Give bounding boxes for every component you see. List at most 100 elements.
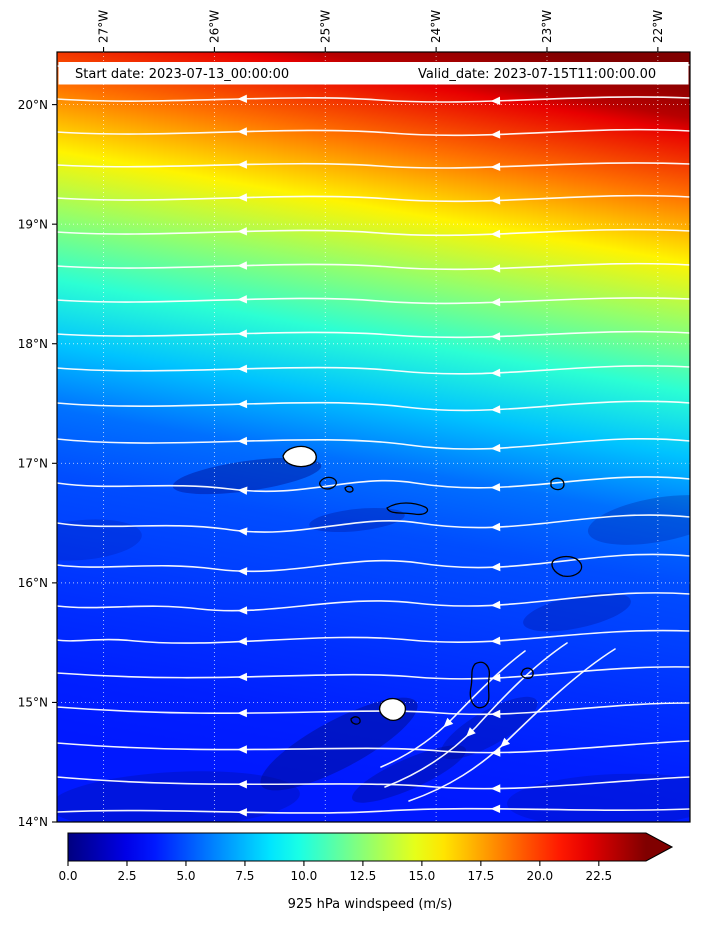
colorbar-tick-label: 17.5 bbox=[468, 869, 495, 883]
streamline-arrowhead bbox=[237, 94, 248, 103]
colorbar-outline bbox=[67, 832, 674, 862]
wind-shadow-patch bbox=[172, 457, 322, 495]
annotation-layer: Start date: 2023-07-13_00:00:00 Valid_da… bbox=[58, 62, 689, 85]
streamline bbox=[57, 702, 690, 716]
start-date-annotation: Start date: 2023-07-13_00:00:00 bbox=[75, 67, 289, 82]
streamline-arrowhead bbox=[237, 364, 248, 373]
streamline-arrowhead bbox=[237, 780, 247, 789]
streamline-arrowhead bbox=[237, 486, 248, 495]
colorbar-gradient bbox=[68, 833, 646, 861]
field-layer bbox=[57, 52, 690, 822]
streamline-arrowhead bbox=[237, 708, 247, 718]
streamline bbox=[57, 666, 690, 680]
plot-frame bbox=[56, 51, 691, 823]
streamline-arrowhead bbox=[490, 264, 501, 273]
island-coastline bbox=[386, 502, 429, 516]
streamline bbox=[57, 476, 690, 493]
streamline bbox=[380, 650, 526, 768]
colorbar-tick-label: 10.0 bbox=[291, 869, 318, 883]
streamline-arrowhead bbox=[237, 399, 248, 409]
valid-date-annotation: Valid_date: 2023-07-15T11:00:00.00 bbox=[418, 67, 656, 82]
colorbar-tick-label: 12.5 bbox=[350, 869, 377, 883]
streamline bbox=[57, 330, 690, 339]
streamline bbox=[57, 400, 690, 412]
colorbar-label: 925 hPa windspeed (m/s) bbox=[288, 897, 453, 912]
streamline-arrowhead bbox=[490, 562, 501, 572]
x-tick-label: 25°W bbox=[318, 10, 332, 43]
streamline-arrowhead bbox=[490, 162, 501, 171]
streamline bbox=[57, 807, 690, 814]
streamline-arrowhead bbox=[237, 193, 248, 202]
streamline bbox=[408, 648, 616, 802]
streamline-arrowhead bbox=[490, 405, 501, 414]
y-tick-label: 15°N bbox=[18, 696, 48, 710]
streamline-arrowhead bbox=[237, 160, 247, 169]
streamline bbox=[384, 642, 568, 788]
streamline-arrowhead bbox=[237, 227, 248, 236]
streamline bbox=[57, 438, 690, 450]
streamline-arrowhead bbox=[490, 709, 501, 719]
streamline bbox=[57, 128, 690, 137]
x-tick-label: 27°W bbox=[97, 10, 111, 43]
streamline-arrowhead bbox=[490, 368, 501, 377]
streamline-arrowhead bbox=[490, 784, 501, 793]
streamline-arrowhead bbox=[443, 717, 454, 728]
streamline-arrowhead bbox=[490, 96, 501, 105]
colorbar-tick-label: 20.0 bbox=[526, 869, 553, 883]
streamline-arrowhead bbox=[237, 261, 248, 270]
streamline-arrowhead bbox=[490, 600, 501, 610]
streamline bbox=[57, 553, 690, 573]
wind-shadow-patch bbox=[57, 519, 142, 561]
streamline-arrowhead bbox=[490, 804, 501, 813]
streamline-arrowhead bbox=[490, 229, 501, 239]
streamline bbox=[57, 592, 690, 612]
colorbar-layer: 0.0 2.5 5.0 7.5 10.0 12.5 15.0 17.5 20.0 22.5 bbox=[58, 832, 674, 883]
streamline-arrowhead bbox=[490, 298, 501, 307]
streamline bbox=[57, 96, 690, 103]
streamline bbox=[57, 776, 690, 790]
streamline-arrowhead bbox=[490, 130, 501, 139]
streamline-arrowhead bbox=[237, 606, 248, 615]
streamline-arrowhead bbox=[490, 636, 501, 645]
wind-shadow-patch bbox=[260, 697, 418, 791]
streamline-arrowhead bbox=[237, 295, 248, 304]
coastline-layer bbox=[282, 445, 583, 725]
streamline-arrowhead bbox=[237, 527, 248, 536]
axes-layer: 27°W 26°W 25°W 24°W 23°W 22°W 20°N 19°N 18°N 17°N… bbox=[18, 10, 691, 829]
island-coastline bbox=[350, 716, 361, 725]
streamline bbox=[57, 162, 690, 169]
island-coastline bbox=[318, 476, 337, 490]
streamline bbox=[57, 514, 690, 533]
y-tick-label: 16°N bbox=[18, 576, 48, 590]
streamline bbox=[57, 194, 690, 203]
colorbar-tick-label: 7.5 bbox=[235, 869, 254, 883]
streamline-arrowhead bbox=[237, 127, 248, 136]
wind-shadow-patch bbox=[57, 771, 300, 822]
x-tick-label: 22°W bbox=[651, 10, 665, 43]
colorbar-tick-label: 22.5 bbox=[585, 869, 612, 883]
y-tick-label: 17°N bbox=[18, 457, 48, 471]
island-coastline bbox=[282, 445, 317, 468]
streamline bbox=[57, 262, 690, 271]
streamline bbox=[57, 228, 690, 237]
island-coastline bbox=[378, 697, 406, 721]
colorbar-tick-label: 15.0 bbox=[409, 869, 436, 883]
streamline-arrowhead bbox=[490, 522, 501, 532]
island-coastline bbox=[550, 477, 565, 491]
wind-shadow-patch bbox=[523, 592, 631, 632]
wind-shadow-patch bbox=[440, 696, 538, 760]
streamline bbox=[57, 365, 690, 375]
island-coastline bbox=[520, 667, 534, 679]
streamline-arrowhead bbox=[490, 748, 501, 757]
streamline-arrowhead bbox=[490, 673, 501, 682]
x-tick-label: 24°W bbox=[429, 10, 443, 43]
streamline-arrowhead bbox=[466, 727, 476, 737]
colorbar-tick-label: 5.0 bbox=[176, 869, 195, 883]
annotation-background bbox=[58, 62, 689, 85]
x-tick-label: 23°W bbox=[540, 10, 554, 43]
streamline-arrowhead bbox=[237, 637, 248, 646]
streamline-arrowhead bbox=[237, 808, 247, 817]
streamline-arrowhead bbox=[237, 567, 248, 576]
